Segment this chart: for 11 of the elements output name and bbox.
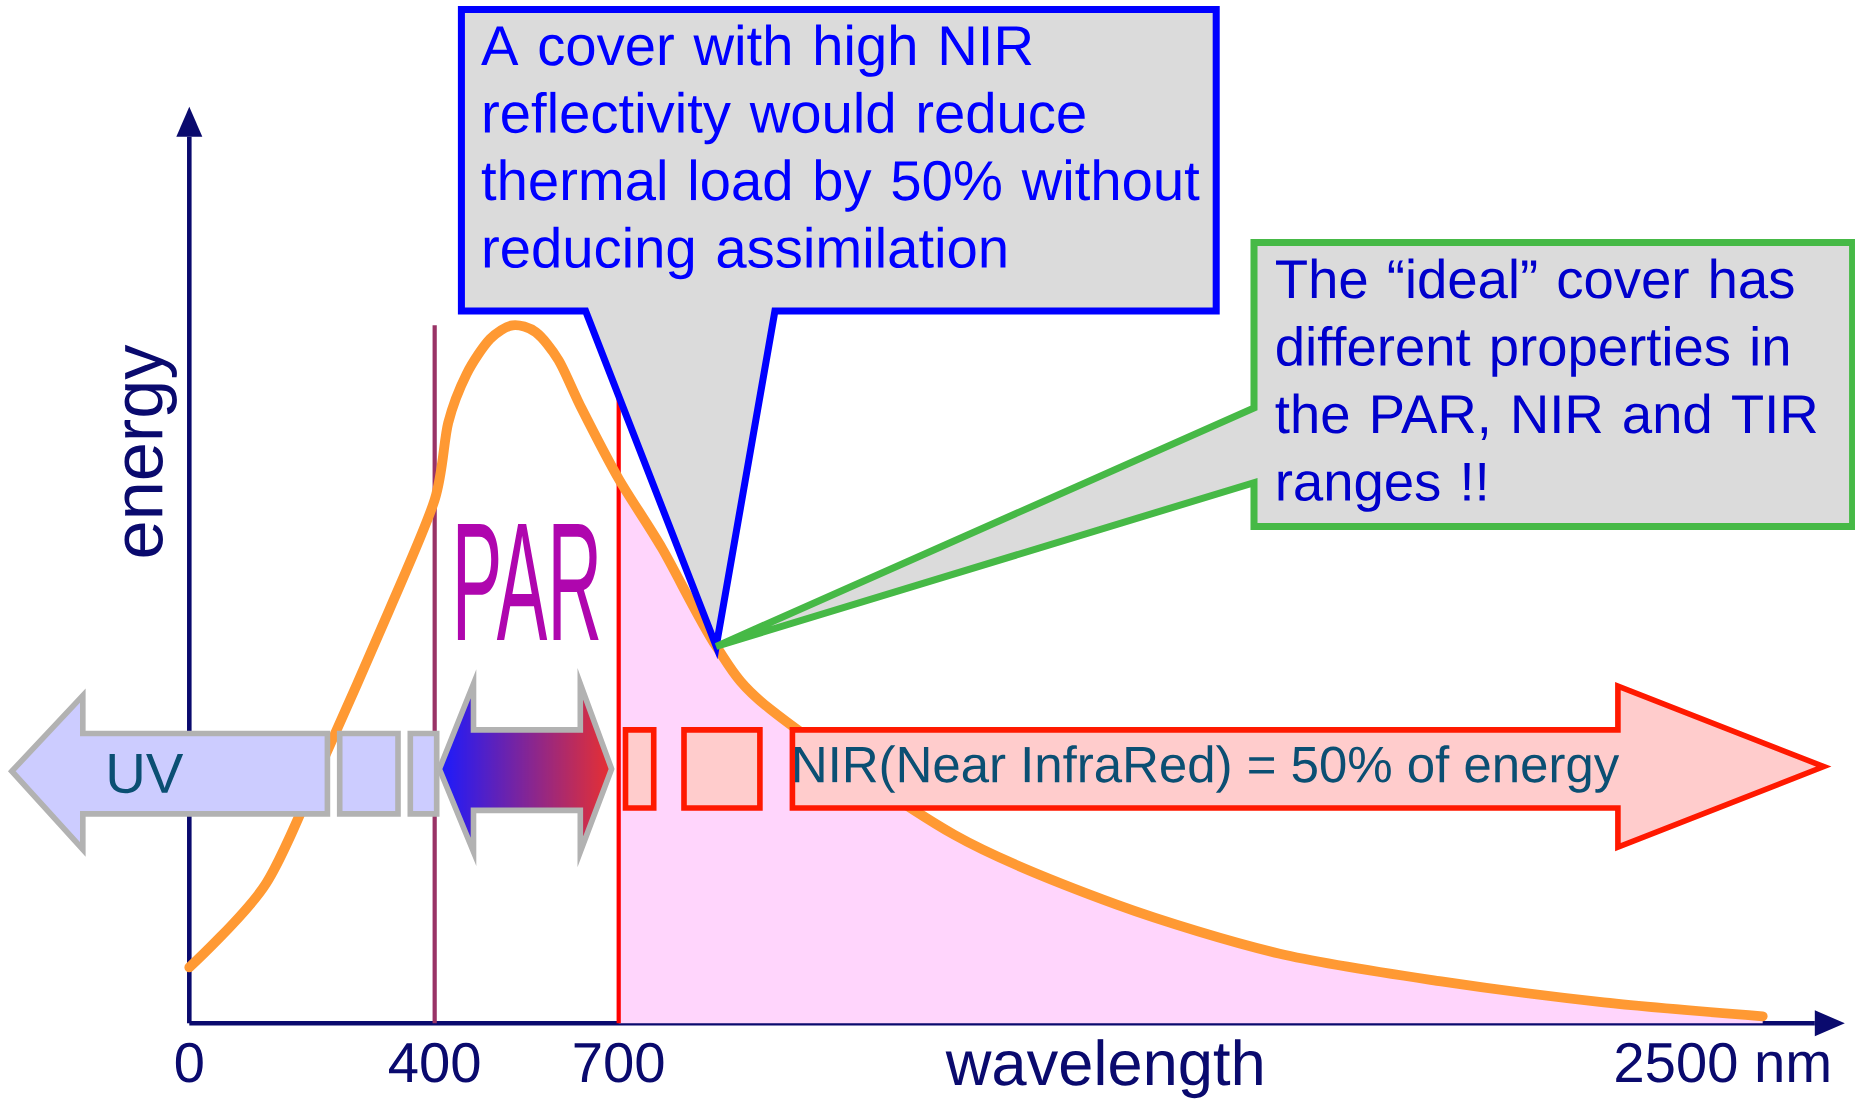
annotation: NIR(Near InfraRed) = 50% of energy xyxy=(795,745,1620,793)
x-tick-label: 700 xyxy=(574,1042,664,1083)
x-axis-title: wavelength xyxy=(945,1039,1262,1099)
x-tick-label: 0 xyxy=(175,1042,203,1083)
annotation: PAR xyxy=(457,524,599,641)
text: UV xyxy=(109,754,184,794)
x-tick-label: 400 xyxy=(389,1042,480,1083)
x-tick-label: 2500 nm xyxy=(1616,1042,1829,1083)
text: A cover with high NIR reflectivity would reduce thermal load by 50% without reducing assimilation xyxy=(481,24,1200,280)
y-axis-title: energy xyxy=(124,344,177,557)
annotation: The “ideal” cover has different properties in the PAR, NIR and TIR ranges !! xyxy=(1275,258,1817,512)
